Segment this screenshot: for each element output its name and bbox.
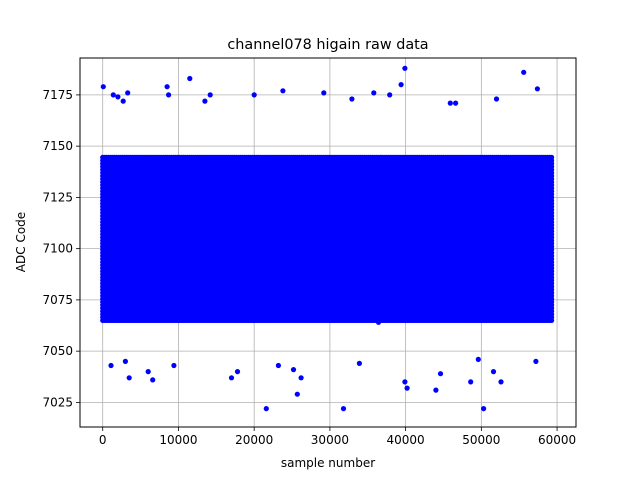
chart-title: channel078 higain raw data	[227, 37, 428, 53]
